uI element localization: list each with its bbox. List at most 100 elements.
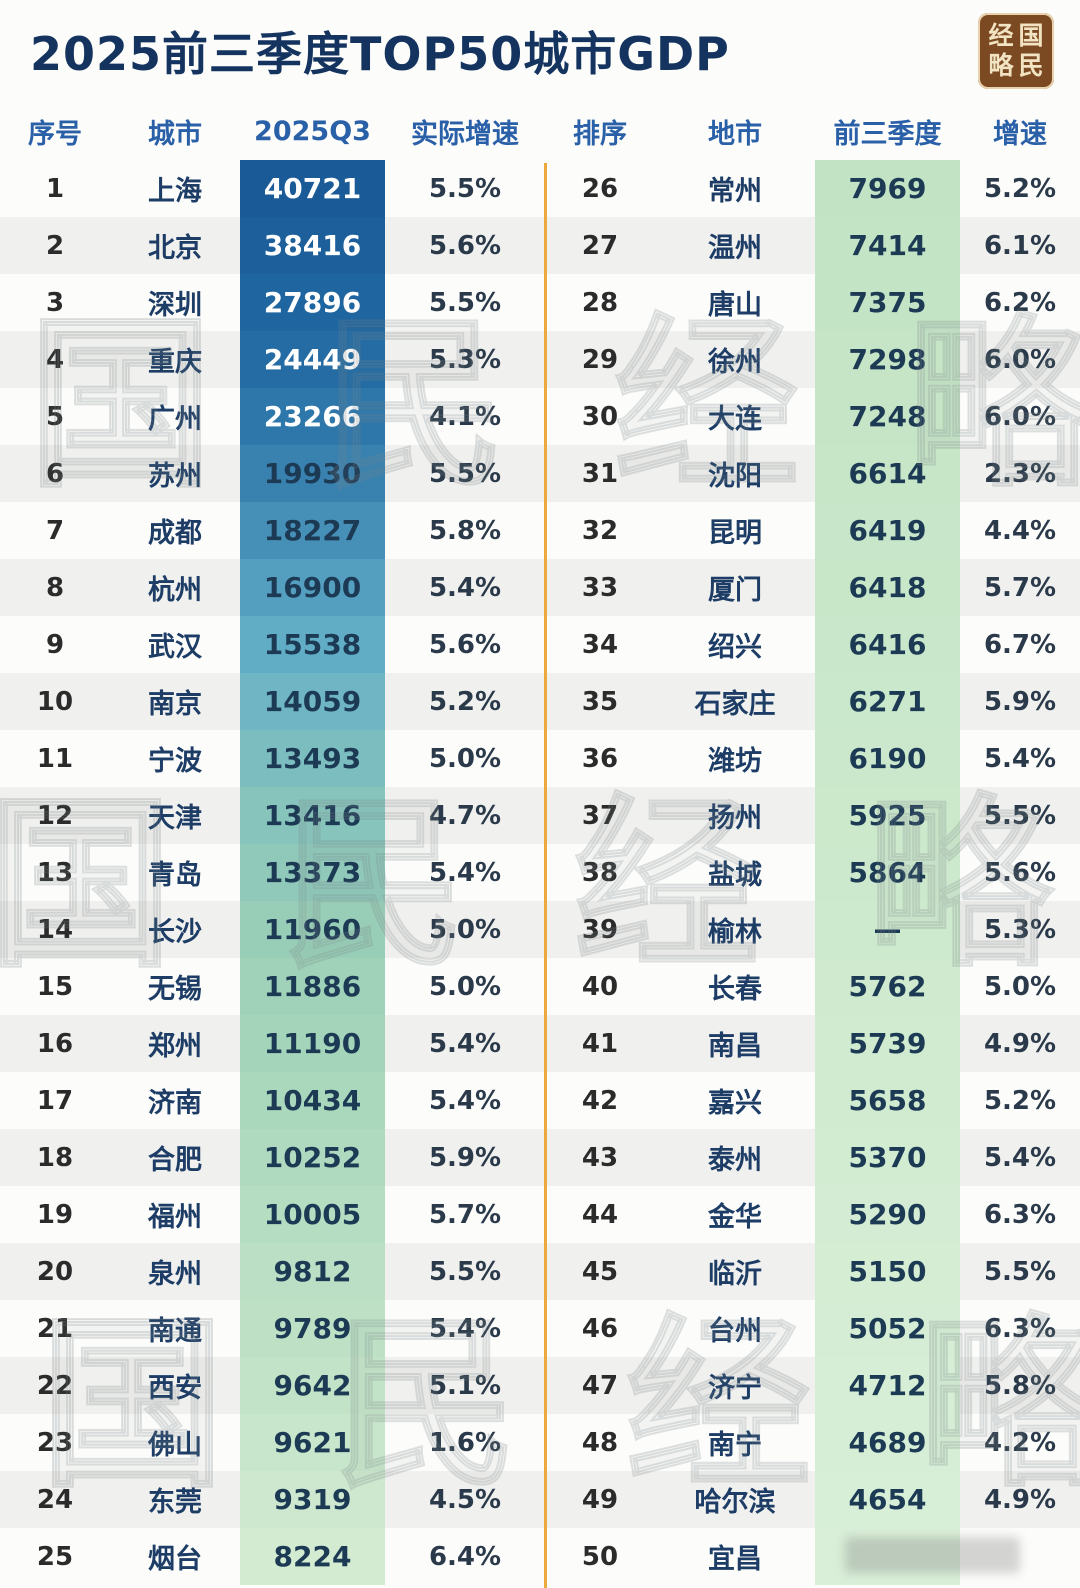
table-row: 6 苏州 19930 5.5% bbox=[0, 445, 545, 502]
table-row: 30 大连 7248 6.0% bbox=[545, 388, 1080, 445]
rank-cell: 13 bbox=[36, 857, 74, 888]
rank-cell: 26 bbox=[581, 173, 619, 204]
table-row: 36 潍坊 6190 5.4% bbox=[545, 730, 1080, 787]
gdp-value-cell: 5290 bbox=[815, 1186, 960, 1243]
rank-cell: 12 bbox=[36, 800, 74, 831]
table-row: 32 昆明 6419 4.4% bbox=[545, 502, 1080, 559]
rank-cell: 36 bbox=[581, 743, 619, 774]
gdp-value-cell: 4712 bbox=[815, 1357, 960, 1414]
header-growth-left: 实际增速 bbox=[411, 118, 519, 150]
table-row: 34 绍兴 6416 6.7% bbox=[545, 616, 1080, 673]
growth-rate-cell: 6.1% bbox=[983, 230, 1057, 261]
growth-rate-cell: 4.7% bbox=[428, 800, 502, 831]
gdp-value-cell: 9642 bbox=[240, 1357, 385, 1414]
growth-rate-cell: 5.2% bbox=[983, 173, 1057, 204]
rank-cell: 31 bbox=[581, 458, 619, 489]
city-name-cell: 青岛 bbox=[148, 860, 202, 891]
gdp-value-cell: 7375 bbox=[815, 274, 960, 331]
gdp-value-cell: 13416 bbox=[240, 787, 385, 844]
growth-rate-cell: 5.5% bbox=[428, 173, 502, 204]
table-row: 23 佛山 9621 1.6% bbox=[0, 1414, 545, 1471]
rank-cell: 44 bbox=[581, 1199, 619, 1230]
growth-rate-cell: 5.6% bbox=[428, 230, 502, 261]
rank-cell: 16 bbox=[36, 1028, 74, 1059]
city-name-cell: 郑州 bbox=[148, 1031, 202, 1062]
rank-cell: 19 bbox=[36, 1199, 74, 1230]
rank-cell: 8 bbox=[45, 572, 65, 603]
table-row: 1 上海 40721 5.5% bbox=[0, 160, 545, 217]
rank-cell: 2 bbox=[45, 230, 65, 261]
header-growth-right: 增速 bbox=[993, 118, 1047, 150]
gdp-value-cell: 19930 bbox=[240, 445, 385, 502]
city-name-cell: 泉州 bbox=[148, 1259, 202, 1290]
table-row: 41 南昌 5739 4.9% bbox=[545, 1015, 1080, 1072]
city-name-cell: 成都 bbox=[148, 518, 202, 549]
city-name-cell: 宜昌 bbox=[708, 1544, 762, 1575]
table-row: 17 济南 10434 5.4% bbox=[0, 1072, 545, 1129]
growth-rate-cell: 5.5% bbox=[428, 287, 502, 318]
city-name-cell: 无锡 bbox=[148, 974, 202, 1005]
table-row: 27 温州 7414 6.1% bbox=[545, 217, 1080, 274]
city-name-cell: 福州 bbox=[148, 1202, 202, 1233]
city-name-cell: 东莞 bbox=[148, 1487, 202, 1518]
city-name-cell: 深圳 bbox=[148, 290, 202, 321]
city-name-cell: 昆明 bbox=[708, 518, 762, 549]
table-row: 7 成都 18227 5.8% bbox=[0, 502, 545, 559]
page-title: 2025前三季度TOP50城市GDP bbox=[30, 27, 730, 81]
growth-rate-cell: 5.6% bbox=[428, 629, 502, 660]
table-row: 10 南京 14059 5.2% bbox=[0, 673, 545, 730]
table-row: 33 厦门 6418 5.7% bbox=[545, 559, 1080, 616]
growth-rate-cell: 5.2% bbox=[983, 1085, 1057, 1116]
rank-cell: 17 bbox=[36, 1085, 74, 1116]
city-name-cell: 潍坊 bbox=[708, 746, 762, 777]
table-row: 47 济宁 4712 5.8% bbox=[545, 1357, 1080, 1414]
rank-cell: 45 bbox=[581, 1256, 619, 1287]
city-name-cell: 烟台 bbox=[148, 1544, 202, 1575]
growth-rate-cell: 5.4% bbox=[428, 1313, 502, 1344]
rank-cell: 22 bbox=[36, 1370, 74, 1401]
rank-cell: 27 bbox=[581, 230, 619, 261]
growth-rate-cell: 5.4% bbox=[428, 1085, 502, 1116]
growth-rate-cell: 6.0% bbox=[983, 401, 1057, 432]
growth-rate-cell: 5.1% bbox=[428, 1370, 502, 1401]
table-row: 25 烟台 8224 6.4% bbox=[0, 1528, 545, 1585]
table-row: 22 西安 9642 5.1% bbox=[0, 1357, 545, 1414]
rank-cell: 1 bbox=[45, 173, 65, 204]
gdp-value-cell: 10252 bbox=[240, 1129, 385, 1186]
table-row: 28 唐山 7375 6.2% bbox=[545, 274, 1080, 331]
growth-rate-cell: 5.4% bbox=[983, 1142, 1057, 1173]
header-gdp-left: 2025Q3 bbox=[254, 115, 371, 147]
gdp-value-cell: 11886 bbox=[240, 958, 385, 1015]
table-row: 16 郑州 11190 5.4% bbox=[0, 1015, 545, 1072]
growth-rate-cell: 5.2% bbox=[428, 686, 502, 717]
gdp-value-cell: 11960 bbox=[240, 901, 385, 958]
gdp-value-cell: 5150 bbox=[815, 1243, 960, 1300]
rank-cell: 39 bbox=[581, 914, 619, 945]
table-body: 1 上海 40721 5.5% 2 北京 38416 5.6% 3 深圳 27896 5.5% 4 重庆 2… bbox=[0, 160, 1080, 1585]
table-row: 9 武汉 15538 5.6% bbox=[0, 616, 545, 673]
city-name-cell: 扬州 bbox=[708, 803, 762, 834]
rank-cell: 21 bbox=[36, 1313, 74, 1344]
growth-rate-cell: 5.4% bbox=[428, 1028, 502, 1059]
rank-cell: 35 bbox=[581, 686, 619, 717]
table-row: 31 沈阳 6614 2.3% bbox=[545, 445, 1080, 502]
gdp-value-cell: 38416 bbox=[240, 217, 385, 274]
city-name-cell: 济宁 bbox=[708, 1373, 762, 1404]
growth-rate-cell: 5.3% bbox=[983, 914, 1057, 945]
brand-logo: 经 国 略 民 bbox=[978, 13, 1054, 89]
rank-cell: 49 bbox=[581, 1484, 619, 1515]
city-name-cell: 泰州 bbox=[708, 1145, 762, 1176]
header-gdp-right: 前三季度 bbox=[833, 118, 942, 150]
table-row: 8 杭州 16900 5.4% bbox=[0, 559, 545, 616]
growth-rate-cell: 5.9% bbox=[983, 686, 1057, 717]
growth-rate-cell: 6.2% bbox=[983, 287, 1057, 318]
growth-rate-cell: 5.7% bbox=[983, 572, 1057, 603]
rank-cell: 7 bbox=[45, 515, 65, 546]
header-rank-right: 排序 bbox=[573, 118, 627, 150]
gdp-value-cell: 9319 bbox=[240, 1471, 385, 1528]
city-name-cell: 济南 bbox=[148, 1088, 202, 1119]
gdp-value-cell: 8224 bbox=[240, 1528, 385, 1585]
city-name-cell: 常州 bbox=[708, 176, 762, 207]
rank-cell: 30 bbox=[581, 401, 619, 432]
rank-cell: 3 bbox=[45, 287, 65, 318]
